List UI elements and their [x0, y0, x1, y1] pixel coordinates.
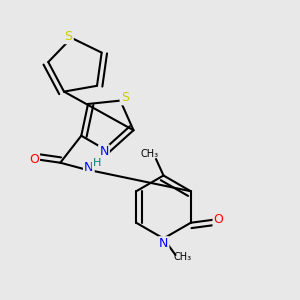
- Text: S: S: [121, 91, 129, 104]
- Text: S: S: [64, 30, 73, 43]
- Text: O: O: [29, 153, 39, 166]
- Text: CH₃: CH₃: [173, 252, 191, 262]
- Text: H: H: [93, 158, 101, 168]
- Text: N: N: [84, 161, 94, 174]
- Text: N: N: [159, 237, 168, 250]
- Text: CH₃: CH₃: [141, 148, 159, 159]
- Text: N: N: [99, 146, 109, 158]
- Text: O: O: [214, 213, 224, 226]
